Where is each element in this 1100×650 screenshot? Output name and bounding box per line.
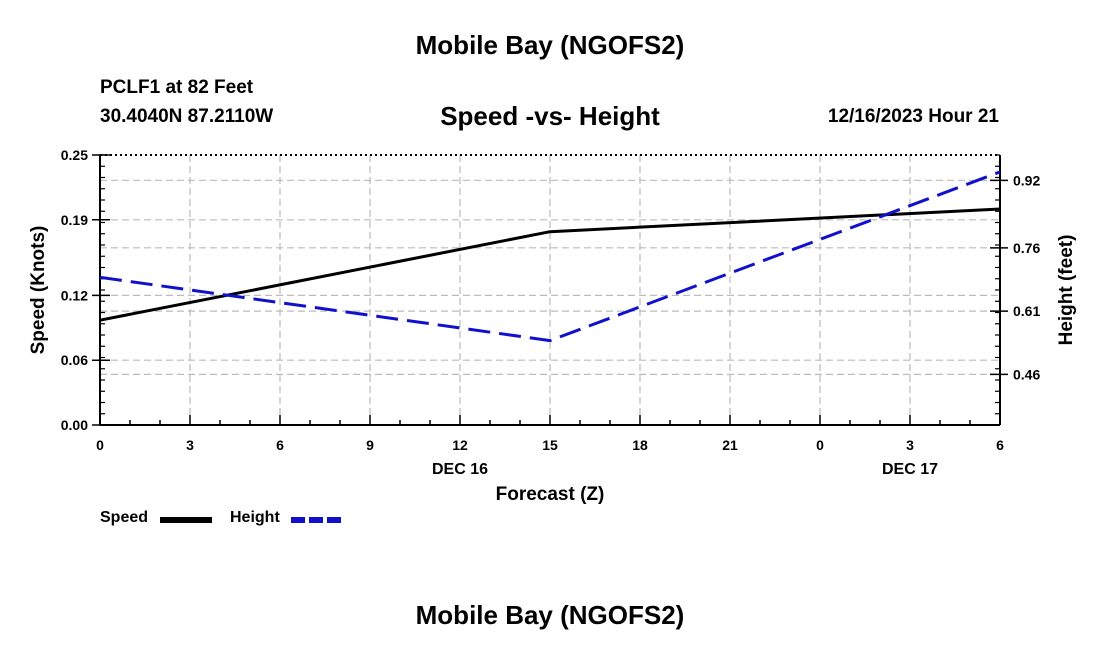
- x-tick-label: 3: [186, 437, 194, 453]
- y-tick-label: 0.00: [61, 417, 88, 433]
- y2-tick-label: 0.92: [1013, 172, 1040, 188]
- legend-swatch-speed: [160, 517, 212, 523]
- chart-subtitle: Speed -vs- Height: [440, 101, 660, 131]
- coordinates-label: 30.4040N 87.2110W: [100, 106, 274, 127]
- legend-label-height: Height: [230, 509, 280, 526]
- y2-tick-label: 0.46: [1013, 366, 1040, 382]
- x-tick-label: 15: [542, 437, 558, 453]
- x-tick-label: 6: [996, 437, 1004, 453]
- y-tick-label: 0.12: [61, 287, 88, 303]
- x-day-label: DEC 16: [432, 461, 488, 478]
- x-tick-label: 6: [276, 437, 284, 453]
- legend-label-speed: Speed: [100, 509, 149, 526]
- x-tick-label: 0: [96, 437, 104, 453]
- y-axis-label: Speed (Knots): [28, 226, 49, 355]
- y-tick-label: 0.19: [61, 212, 88, 228]
- x-axis-label: Forecast (Z): [496, 484, 605, 505]
- x-tick-label: 12: [452, 437, 468, 453]
- y-tick-label: 0.25: [61, 147, 88, 163]
- x-tick-label: 9: [366, 437, 374, 453]
- x-tick-label: 3: [906, 437, 914, 453]
- x-tick-label: 0: [816, 437, 824, 453]
- x-tick-label: 21: [722, 437, 738, 453]
- y2-axis-label: Height (feet): [1056, 235, 1077, 346]
- y-tick-label: 0.06: [61, 352, 88, 368]
- datetime-label: 12/16/2023 Hour 21: [827, 106, 999, 127]
- series-line-speed: [99, 207, 1001, 322]
- footer-title: Mobile Bay (NGOFS2): [415, 600, 685, 630]
- chart-title: Mobile Bay (NGOFS2): [415, 30, 685, 60]
- y2-tick-label: 0.61: [1013, 303, 1040, 319]
- x-tick-label: 18: [632, 437, 648, 453]
- y2-tick-label: 0.76: [1013, 240, 1040, 256]
- station-label: PCLF1 at 82 Feet: [100, 77, 254, 98]
- series-line-height: [99, 170, 1001, 343]
- legend-swatch-height: [291, 517, 343, 523]
- x-day-label: DEC 17: [882, 461, 938, 478]
